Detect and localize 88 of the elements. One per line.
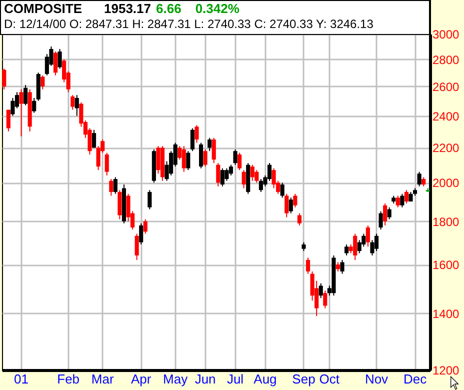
candlestick (92, 129, 96, 148)
text: D: 12/14/00 O: 2847.31 H: 2847.31 L: 2740.33 C: 2740.33 Y: 3246.13 (4, 17, 374, 32)
candlestick (336, 262, 340, 272)
candlestick (10, 97, 15, 116)
candlestick (118, 190, 122, 220)
x-tick-label: Feb (57, 372, 80, 386)
x-tick-label: Jun (194, 372, 216, 386)
y-tick-label: 1600 (432, 258, 460, 272)
candlestick (340, 259, 344, 274)
y-tick-label: 1800 (432, 214, 460, 229)
candlestick (70, 94, 75, 110)
candlestick (400, 193, 404, 208)
candlestick (224, 168, 229, 182)
candlestick (306, 257, 310, 274)
candlestick (53, 51, 58, 76)
candlestick (143, 218, 148, 234)
candlestick (404, 190, 408, 204)
candlestick (220, 168, 224, 187)
candlestick (134, 233, 139, 260)
candlestick (74, 94, 79, 116)
candlestick (2, 68, 6, 90)
candlestick (374, 233, 379, 252)
candlestick (24, 84, 28, 106)
x-tick-label: Oct (319, 372, 340, 386)
x-tick-label: Sep (292, 372, 316, 386)
candlestick (318, 282, 323, 299)
text: 1953.17 (104, 1, 152, 16)
candlestick (417, 171, 422, 187)
candlestick (396, 195, 400, 208)
x-tick-label: Nov (364, 372, 389, 386)
x-tick-label: Mar (91, 372, 114, 386)
candlestick (203, 148, 208, 168)
y-tick-label: 1200 (432, 364, 460, 378)
y-tick-label: 1400 (432, 306, 460, 321)
candlestick (383, 202, 388, 226)
candlestick (19, 88, 24, 137)
candlestick (293, 193, 298, 208)
x-tick-label: Apr (130, 372, 152, 386)
candlestick (139, 222, 144, 245)
candlestick (284, 193, 289, 218)
candlestick (194, 124, 199, 144)
candlestick (40, 74, 45, 90)
x-tick-label: May (163, 372, 188, 386)
candlestick (190, 128, 194, 152)
y-tick-label: 2800 (432, 52, 460, 67)
candlestick (228, 164, 234, 176)
candlestick (297, 212, 302, 226)
candlestick (267, 162, 272, 182)
y-tick-label: 3000 (432, 28, 460, 42)
candlestick (113, 176, 118, 194)
candlestick (148, 190, 152, 210)
candlestick (156, 146, 160, 174)
candlestick (6, 109, 10, 132)
candlestick (242, 170, 246, 189)
candlestick (408, 191, 413, 202)
y-tick-label: 2000 (432, 176, 460, 190)
text: 6.66 (156, 1, 182, 16)
x-tick-label: Dec (403, 372, 428, 386)
candlestick (212, 137, 216, 164)
y-tick-label: 2400 (432, 109, 460, 124)
candlestick (387, 206, 392, 220)
candlestick (233, 148, 238, 166)
candlestick (250, 164, 254, 182)
candlestick (198, 142, 204, 169)
candlestick (288, 197, 293, 214)
y-tick-label: 2600 (432, 80, 460, 94)
y-tick-label: 2200 (432, 141, 460, 156)
candlestick (208, 137, 212, 152)
text: 0.342% (195, 1, 240, 16)
candlestick (32, 97, 36, 114)
x-tick-label: Aug (254, 372, 277, 386)
x-tick-label: 01 (14, 372, 28, 386)
candlestick (378, 210, 383, 230)
chart-title: COMPOSITE (4, 1, 82, 16)
candlestick (238, 152, 242, 171)
candlestick (216, 162, 220, 187)
candlestick (323, 290, 328, 309)
x-tick-label: Jul (226, 372, 244, 386)
candlestick (58, 48, 62, 70)
candlestick (280, 182, 284, 198)
candlestick (353, 233, 358, 260)
candlestick (182, 146, 186, 172)
candlestick (186, 150, 190, 171)
candlestick (366, 224, 370, 248)
candlestick (344, 244, 349, 256)
candlestick (109, 178, 114, 196)
candlestick (422, 176, 426, 187)
candlestick (104, 152, 109, 176)
